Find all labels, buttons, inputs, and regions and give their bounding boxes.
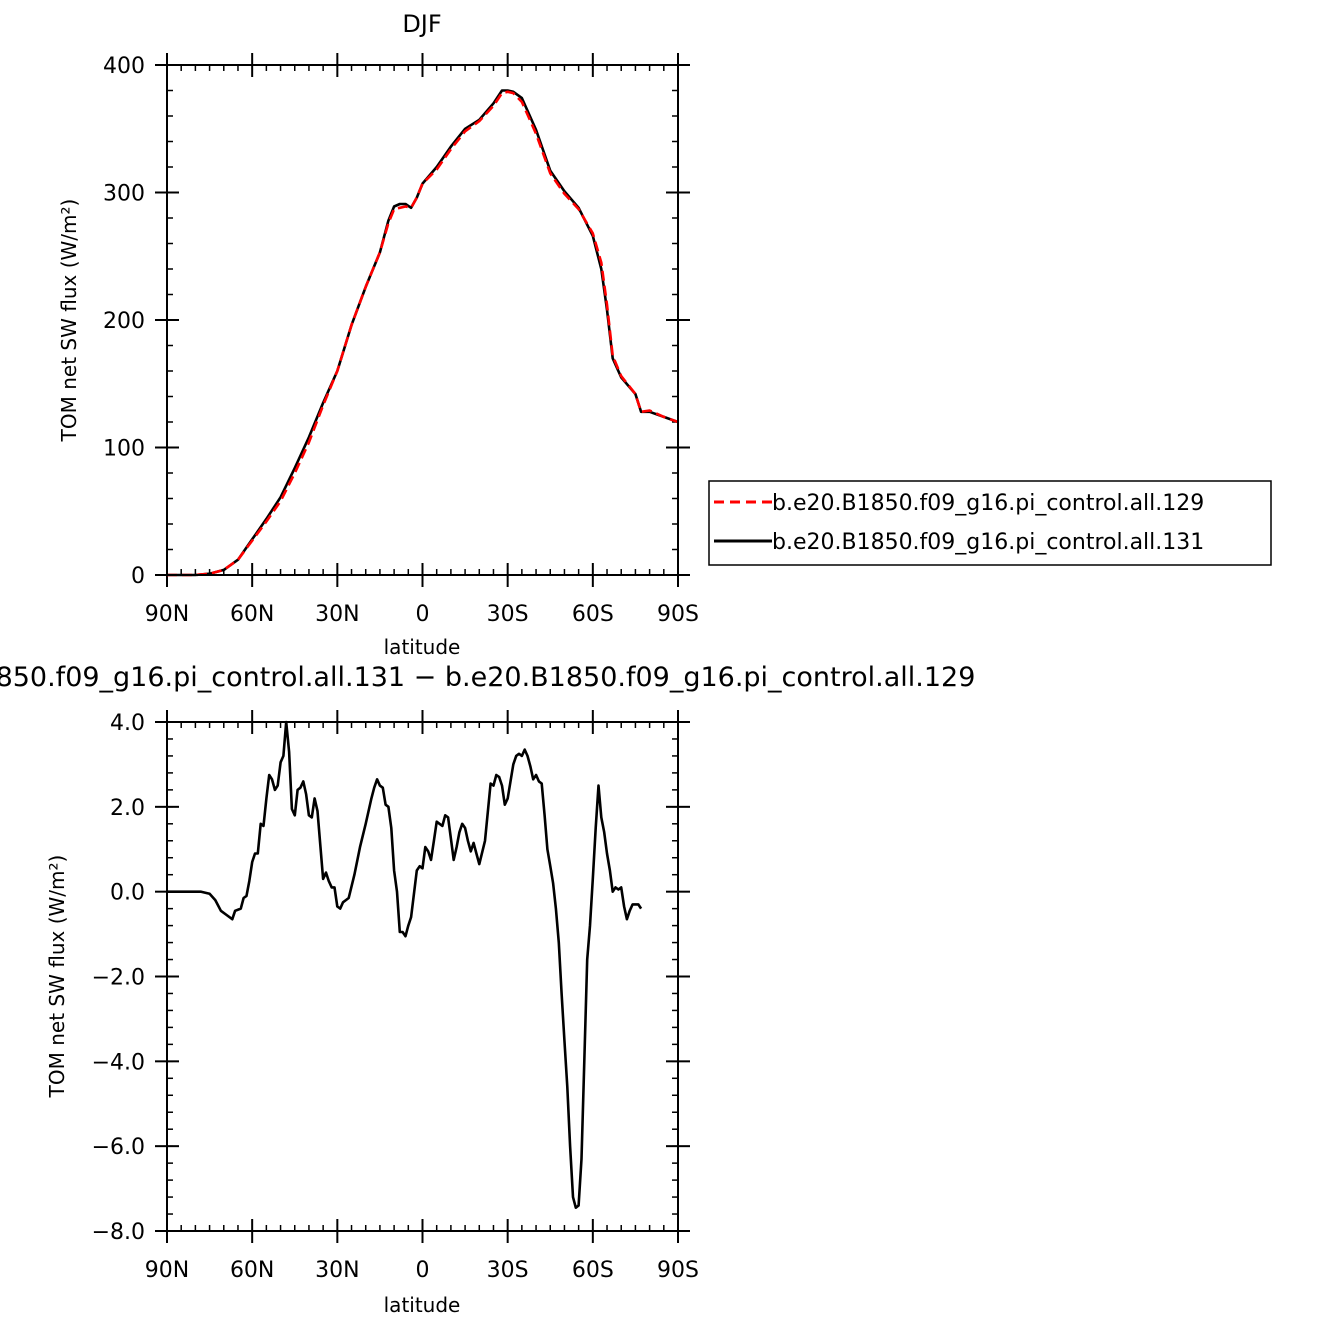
bottom-y-tick-label: 2.0 bbox=[110, 796, 145, 821]
top-y-axis-label: TOM net SW flux (W/m²) bbox=[57, 199, 81, 443]
bottom-x-tick-label: 30N bbox=[315, 1258, 359, 1283]
bottom-y-tick-label: 4.0 bbox=[110, 711, 145, 736]
top-x-tick-label: 30S bbox=[487, 602, 529, 627]
bottom-x-tick-label: 90N bbox=[145, 1258, 189, 1283]
legend-label-131: b.e20.B1850.f09_g16.pi_control.all.131 bbox=[772, 530, 1204, 555]
top-x-tick-label: 0 bbox=[416, 602, 430, 627]
top-y-tick-label: 200 bbox=[103, 309, 145, 334]
legend-label-129: b.e20.B1850.f09_g16.pi_control.all.129 bbox=[772, 491, 1204, 516]
bottom-x-tick-label: 90S bbox=[657, 1258, 699, 1283]
bottom-y-tick-label: −6.0 bbox=[92, 1135, 145, 1160]
top-series-group bbox=[167, 89, 679, 577]
top-plot-frame bbox=[166, 64, 679, 576]
top-y-tick-label: 300 bbox=[103, 182, 145, 207]
bottom-y-tick-label: −4.0 bbox=[92, 1050, 145, 1075]
bottom-series-group bbox=[167, 720, 643, 1209]
bottom-x-tick-label: 60N bbox=[230, 1258, 274, 1283]
bottom-x-tick-label: 60S bbox=[572, 1258, 614, 1283]
bottom-x-tick-label: 30S bbox=[487, 1258, 529, 1283]
bottom-axis-ticks bbox=[155, 710, 690, 1243]
top-series-line-0 bbox=[167, 90, 679, 577]
bottom-chart-title: b.e20.B1850.f09_g16.pi_control.all.131 −… bbox=[0, 662, 975, 693]
bottom-x-tick-labels: 90N 60N 30N 0 30S 60S 90S bbox=[145, 1258, 699, 1283]
bottom-y-tick-labels: −8.0 −6.0 −4.0 −2.0 0.0 2.0 4.0 bbox=[92, 711, 145, 1245]
top-x-tick-label: 30N bbox=[315, 602, 359, 627]
bottom-x-axis-label: latitude bbox=[384, 1293, 461, 1317]
bottom-y-tick-label: −2.0 bbox=[92, 966, 145, 991]
legend-box bbox=[708, 480, 1272, 566]
bottom-panel: b.e20.B1850.f09_g16.pi_control.all.131 −… bbox=[0, 662, 975, 1317]
top-y-tick-label: 400 bbox=[103, 54, 145, 79]
top-x-tick-labels: 90N 60N 30N 0 30S 60S 90S bbox=[145, 602, 699, 627]
top-x-tick-label: 60S bbox=[572, 602, 614, 627]
top-series-line-1 bbox=[167, 89, 679, 577]
top-y-tick-label: 0 bbox=[131, 564, 145, 589]
bottom-series-line-0 bbox=[167, 720, 643, 1209]
bottom-y-axis-label: TOM net SW flux (W/m²) bbox=[45, 855, 69, 1099]
bottom-y-tick-label: 0.0 bbox=[110, 881, 145, 906]
top-y-tick-label: 100 bbox=[103, 437, 145, 462]
top-y-tick-labels: 0 100 200 300 400 bbox=[103, 54, 145, 589]
bottom-y-tick-label: −8.0 bbox=[92, 1220, 145, 1245]
bottom-plot-frame bbox=[166, 721, 679, 1232]
top-chart-title: DJF bbox=[402, 10, 441, 38]
top-x-axis-label: latitude bbox=[384, 635, 461, 659]
top-x-tick-label: 60N bbox=[230, 602, 274, 627]
bottom-x-tick-label: 0 bbox=[416, 1258, 430, 1283]
top-x-tick-label: 90S bbox=[657, 602, 699, 627]
legend: b.e20.B1850.f09_g16.pi_control.all.129 b… bbox=[708, 480, 1272, 566]
top-panel: DJF 0 100 200 300 400 90N 60N 30N 0 30S 60S 90S la… bbox=[57, 10, 699, 659]
top-x-tick-label: 90N bbox=[145, 602, 189, 627]
